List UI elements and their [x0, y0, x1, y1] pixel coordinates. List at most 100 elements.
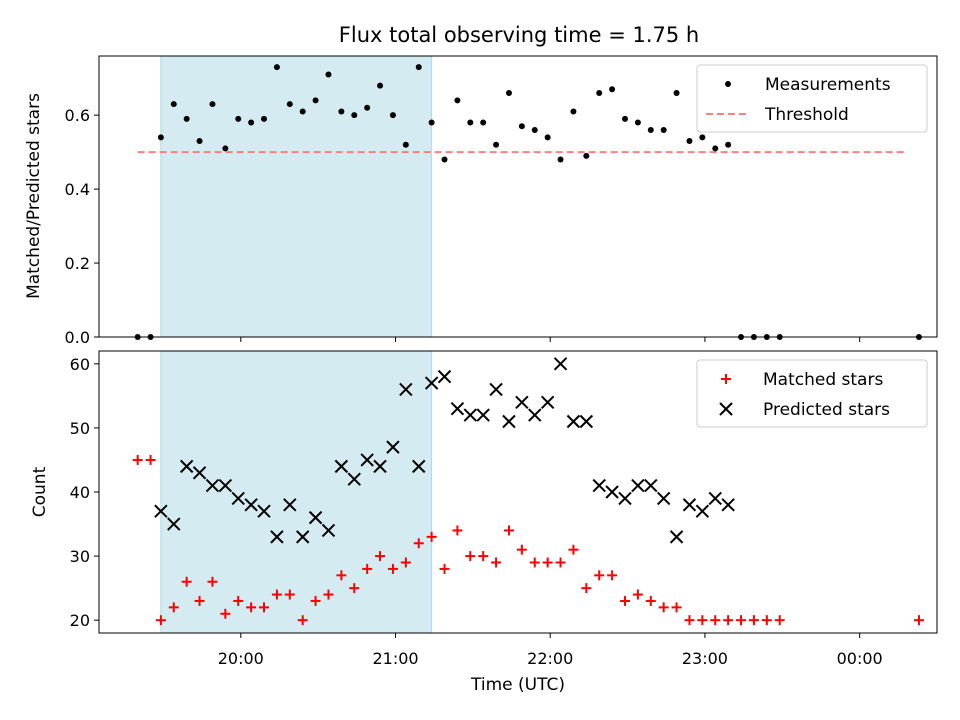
matched-star-point [413, 538, 424, 549]
measurement-point [196, 138, 203, 145]
predicted-star-point [179, 459, 194, 474]
top-y-ticks: 0.0 0.2 0.4 0.6 [65, 106, 99, 347]
matched-star-point [491, 557, 502, 568]
y-tick-label: 0.0 [65, 328, 90, 347]
predicted-star-point [682, 498, 697, 512]
matched-star-point [246, 602, 257, 613]
matched-star-point [259, 602, 270, 613]
predicted-star-point [656, 491, 671, 506]
matched-star-point [736, 615, 747, 626]
measurement-point [454, 97, 461, 104]
x-tick-label: 20:00 [218, 649, 264, 668]
bottom-y-ticks: 20 30 40 50 60 [70, 355, 99, 630]
legend-measurement-marker [725, 81, 731, 87]
measurement-point [596, 89, 603, 96]
matched-star-point [375, 551, 386, 562]
matched-star-point [478, 551, 489, 562]
predicted-star-point [695, 504, 710, 518]
predicted-star-point [618, 491, 632, 506]
matched-star-point [233, 595, 244, 606]
legend-predicted-marker [719, 402, 733, 416]
predicted-star-point [412, 459, 426, 474]
matched-star-point [194, 595, 205, 606]
measurement-point [402, 141, 409, 148]
predicted-star-point [605, 485, 619, 499]
measurement-point [170, 101, 177, 108]
matched-star-point [684, 615, 695, 626]
predicted-star-point [386, 440, 400, 454]
legend-matched-label: Matched stars [763, 370, 883, 390]
predicted-star-point [231, 491, 245, 506]
matched-star-point [581, 583, 592, 594]
x-tick-label: 00:00 [837, 649, 883, 668]
matched-star-point [387, 563, 398, 574]
predicted-star-point [515, 395, 529, 409]
matched-star-point [400, 557, 411, 568]
predicted-star-point [489, 382, 503, 397]
matched-star-point [607, 570, 618, 581]
measurement-point [273, 64, 280, 71]
legend-matched-marker [721, 374, 731, 384]
predicted-star-point [553, 357, 568, 371]
legend-measurements-label: Measurements [765, 75, 891, 95]
measurement-point [183, 115, 190, 122]
y-tick-label: 0.2 [65, 254, 90, 273]
matched-star-point [323, 589, 334, 600]
measurement-point [222, 145, 229, 152]
matched-star-point [671, 602, 682, 613]
measurement-point [570, 108, 577, 115]
measurement-point [493, 141, 500, 148]
bottom-panel: 20 30 40 50 60 20:00 21:00 22:00 23:00 00:00 Cou… [30, 350, 938, 695]
measurement-point [583, 152, 590, 159]
measurement-point [480, 119, 487, 126]
bottom-plot-frame [98, 350, 938, 634]
measurement-point [467, 119, 474, 126]
measurement-point [531, 126, 538, 133]
predicted-star-point [450, 401, 465, 416]
predicted-star-point [399, 382, 413, 397]
legend-threshold-label: Threshold [764, 105, 849, 125]
predicted-star-point [283, 498, 297, 512]
predicted-star-point [192, 466, 207, 480]
predicted-star-point [644, 478, 658, 493]
matched-star-point [439, 563, 450, 574]
measurement-point [428, 119, 435, 126]
matched-star-point [529, 557, 540, 568]
bottom-data-marks [132, 357, 924, 626]
observing-window-shade-bottom [160, 350, 433, 634]
measurement-point [725, 141, 732, 148]
predicted-star-point [592, 478, 606, 493]
measurement-point [157, 134, 164, 141]
predicted-star-point [579, 414, 594, 429]
predicted-star-point [721, 498, 735, 512]
measurement-point [544, 134, 551, 141]
measurement-point [325, 71, 332, 78]
predicted-star-point [373, 459, 387, 474]
x-tick-label: 22:00 [527, 649, 573, 668]
predicted-star-point [669, 530, 684, 544]
measurement-point [712, 145, 719, 152]
matched-star-point [132, 454, 143, 465]
measurement-point [505, 89, 512, 96]
matched-star-point [181, 576, 192, 587]
top-panel: 0.0 0.2 0.4 0.6 Matched/Predicted stars Mea… [24, 55, 938, 347]
top-data-marks [134, 64, 922, 340]
matched-star-point [362, 563, 373, 574]
matched-star-point [710, 615, 721, 626]
predicted-star-point [270, 530, 284, 544]
predicted-star-point [631, 478, 645, 493]
matched-star-point [620, 595, 631, 606]
y-tick-label: 50 [70, 419, 90, 438]
predicted-star-point [295, 530, 310, 544]
matched-star-point [542, 557, 553, 568]
predicted-star-point [528, 408, 542, 422]
y-tick-label: 60 [70, 355, 90, 374]
predicted-star-point [218, 478, 233, 493]
matched-star-point [297, 615, 308, 626]
matched-star-point [168, 602, 179, 613]
measurement-point [622, 115, 629, 122]
predicted-star-point [308, 510, 323, 525]
matched-star-point [271, 589, 282, 600]
chart-title: Flux total observing time = 1.75 h [339, 23, 699, 47]
